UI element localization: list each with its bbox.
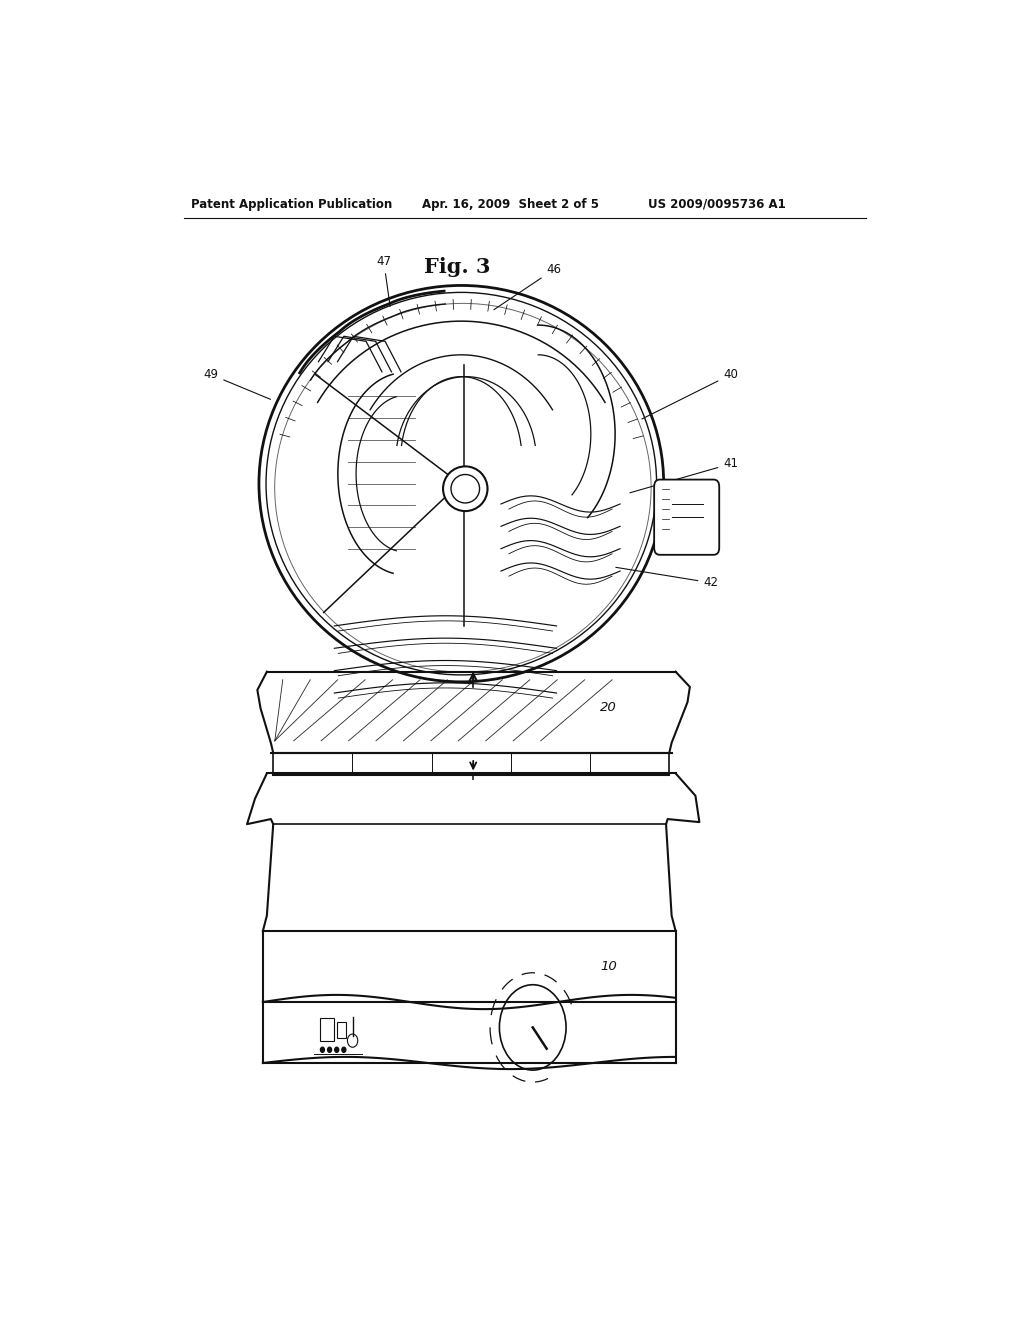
Text: 49: 49: [204, 368, 270, 400]
Text: 20: 20: [600, 701, 616, 714]
Circle shape: [321, 1047, 325, 1052]
Ellipse shape: [255, 280, 668, 686]
Circle shape: [328, 1047, 332, 1052]
FancyBboxPatch shape: [654, 479, 719, 554]
Text: Patent Application Publication: Patent Application Publication: [191, 198, 393, 211]
Circle shape: [342, 1047, 346, 1052]
Text: Apr. 16, 2009  Sheet 2 of 5: Apr. 16, 2009 Sheet 2 of 5: [422, 198, 599, 211]
Text: Fig. 3: Fig. 3: [424, 257, 490, 277]
Text: 47: 47: [376, 255, 391, 306]
Text: 42: 42: [615, 568, 719, 589]
Bar: [321, 1018, 334, 1040]
Text: 41: 41: [630, 457, 738, 492]
Ellipse shape: [451, 474, 479, 503]
Circle shape: [335, 1047, 339, 1052]
Ellipse shape: [443, 466, 487, 511]
Bar: [337, 1022, 346, 1038]
Text: 40: 40: [642, 368, 738, 418]
Text: US 2009/0095736 A1: US 2009/0095736 A1: [648, 198, 785, 211]
Text: 46: 46: [494, 263, 561, 310]
Text: 10: 10: [600, 960, 616, 973]
